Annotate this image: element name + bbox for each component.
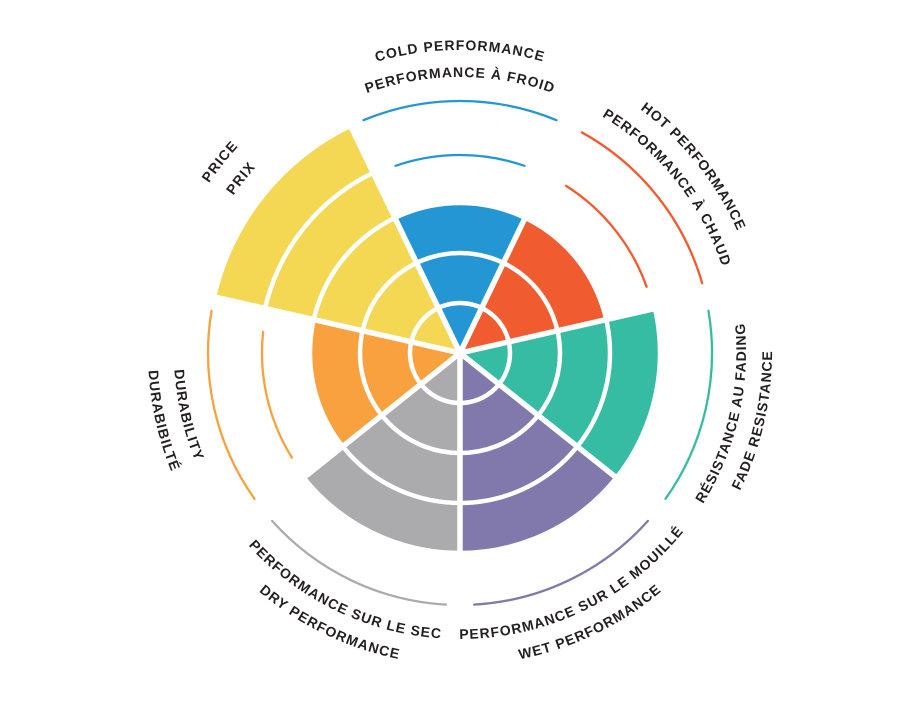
sector-price-wedge (216, 127, 460, 353)
sector-durability-level-5-arc (206, 309, 256, 500)
sector-hot-performance-label-outer: HOT PERFORMANCE (638, 99, 749, 233)
sector-durability-label-inner: DURABILITY (171, 369, 207, 463)
rating-wedges-group (216, 127, 661, 553)
level-arcs-group (206, 99, 714, 606)
sector-durability-wedge (309, 319, 460, 447)
sector-fade-resistance-level-5-arc (664, 309, 714, 500)
sector-durability-level-4-arc (260, 330, 293, 459)
sector-gap-spoke (256, 350, 462, 517)
sector-cold-performance-label-inner: PERFORMANCE À FROID (363, 64, 558, 96)
sector-gap-spoke (458, 350, 664, 517)
sector-hot-performance-level-4-arc (565, 184, 648, 288)
sector-spokes-group (207, 119, 713, 611)
sector-cold-performance-label-outer: COLD PERFORMANCE (373, 37, 547, 65)
sector-wet-performance-level-5-arc (472, 519, 650, 606)
sector-gap-spoke (457, 119, 575, 355)
sector-cold-performance-wedge (394, 202, 526, 353)
sector-cold-performance-level-4-arc (394, 153, 526, 167)
sector-wet-performance-wedge (460, 353, 617, 553)
sector-cold-performance-level-5-arc (362, 99, 558, 122)
sector-gap-spoke (207, 292, 461, 356)
sector-gap-spoke (345, 119, 463, 355)
sector-hot-performance-level-5-arc (580, 131, 704, 285)
sector-dry-performance-level-5-arc (270, 519, 448, 606)
sector-price-label-inner: PRIX (223, 158, 259, 197)
sector-gap-spoke (459, 292, 713, 356)
sector-dry-performance-wedge (303, 353, 460, 553)
